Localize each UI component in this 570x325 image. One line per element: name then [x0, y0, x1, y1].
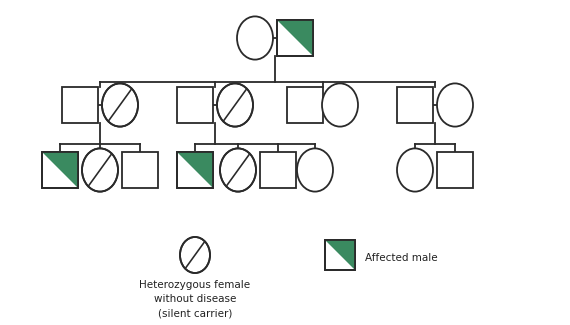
Ellipse shape — [82, 149, 118, 192]
Text: Affected male: Affected male — [365, 253, 438, 263]
Ellipse shape — [180, 237, 210, 273]
Bar — [177, 152, 213, 188]
Bar — [122, 152, 158, 188]
Bar — [287, 87, 323, 123]
Bar — [277, 20, 313, 56]
Bar — [62, 87, 98, 123]
Bar — [397, 87, 433, 123]
Bar — [42, 152, 78, 188]
Ellipse shape — [397, 149, 433, 192]
Bar — [437, 152, 473, 188]
Bar — [177, 87, 213, 123]
Ellipse shape — [217, 84, 253, 127]
Ellipse shape — [220, 149, 256, 192]
Bar — [277, 20, 313, 56]
Bar — [42, 152, 78, 188]
Polygon shape — [325, 240, 355, 270]
Ellipse shape — [437, 84, 473, 127]
Ellipse shape — [322, 84, 358, 127]
Ellipse shape — [297, 149, 333, 192]
Text: Heterozygous female
without disease
(silent carrier): Heterozygous female without disease (sil… — [140, 280, 251, 318]
Ellipse shape — [237, 16, 273, 59]
Bar — [260, 152, 296, 188]
Polygon shape — [177, 152, 213, 188]
Bar — [325, 240, 355, 270]
Polygon shape — [277, 20, 313, 56]
Bar — [325, 240, 355, 270]
Polygon shape — [42, 152, 78, 188]
Bar — [177, 152, 213, 188]
Ellipse shape — [102, 84, 138, 127]
